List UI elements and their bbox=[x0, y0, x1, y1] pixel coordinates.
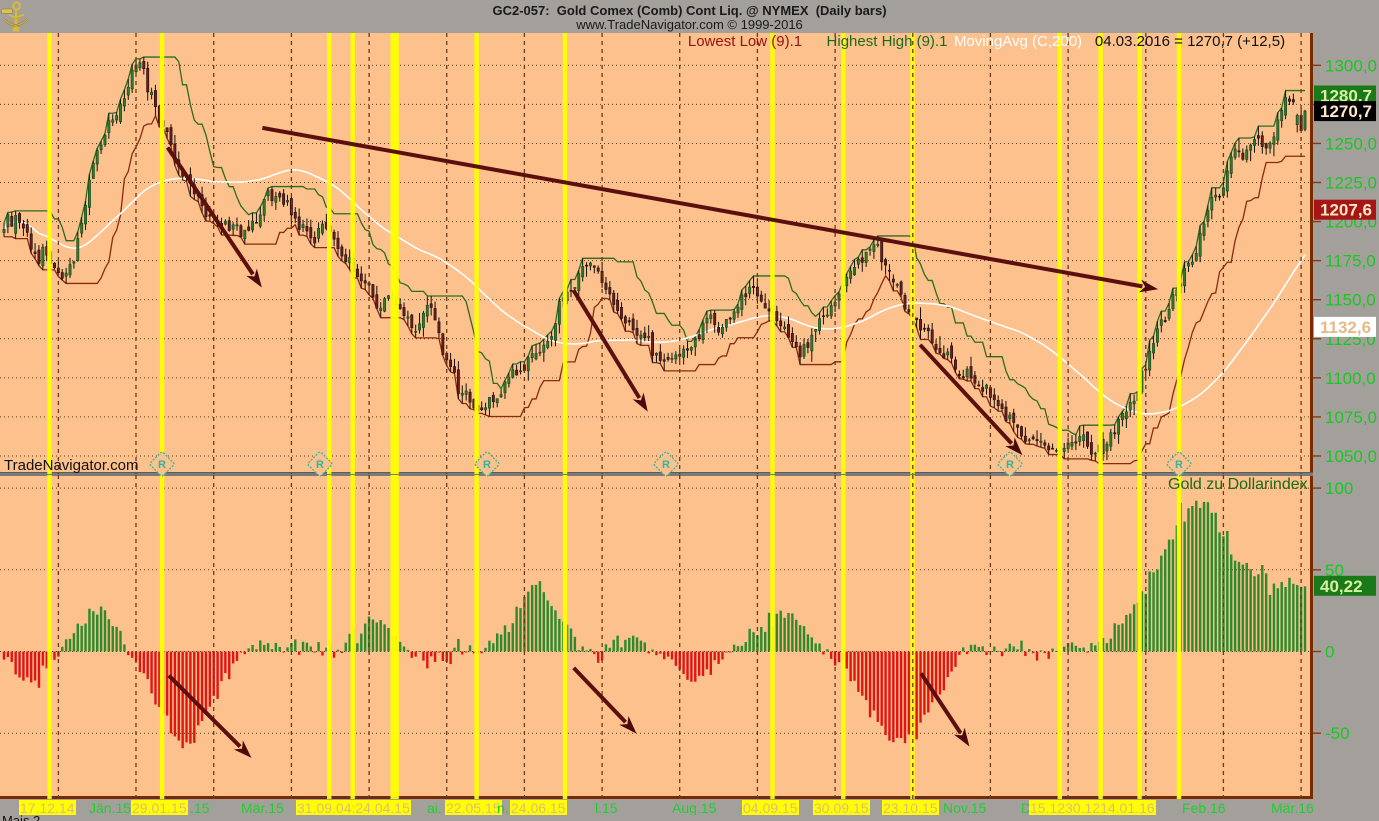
svg-text:R: R bbox=[1006, 459, 1014, 471]
svg-text:TradeNavigator.com: TradeNavigator.com bbox=[4, 457, 139, 474]
svg-text:Lowest Low (9).1: Lowest Low (9).1 bbox=[688, 33, 802, 50]
svg-text:1132,6: 1132,6 bbox=[1320, 318, 1371, 337]
svg-text:R: R bbox=[158, 459, 166, 471]
svg-text:Highest High (9).1: Highest High (9).1 bbox=[827, 33, 948, 50]
svg-text:R: R bbox=[1175, 459, 1183, 471]
svg-text:R: R bbox=[483, 459, 491, 471]
svg-text:40,22: 40,22 bbox=[1320, 577, 1363, 596]
svg-text:MovingAvg (C,200): MovingAvg (C,200) bbox=[954, 33, 1082, 50]
svg-text:R: R bbox=[316, 459, 324, 471]
svg-text:04.03.2016 = 1270,7 (+12,5): 04.03.2016 = 1270,7 (+12,5) bbox=[1095, 33, 1285, 50]
svg-text:Gold zu Dollarindex: Gold zu Dollarindex bbox=[1168, 476, 1308, 493]
svg-text:1207,6: 1207,6 bbox=[1320, 201, 1372, 220]
svg-text:R: R bbox=[662, 459, 670, 471]
svg-text:1270,7: 1270,7 bbox=[1320, 102, 1372, 121]
